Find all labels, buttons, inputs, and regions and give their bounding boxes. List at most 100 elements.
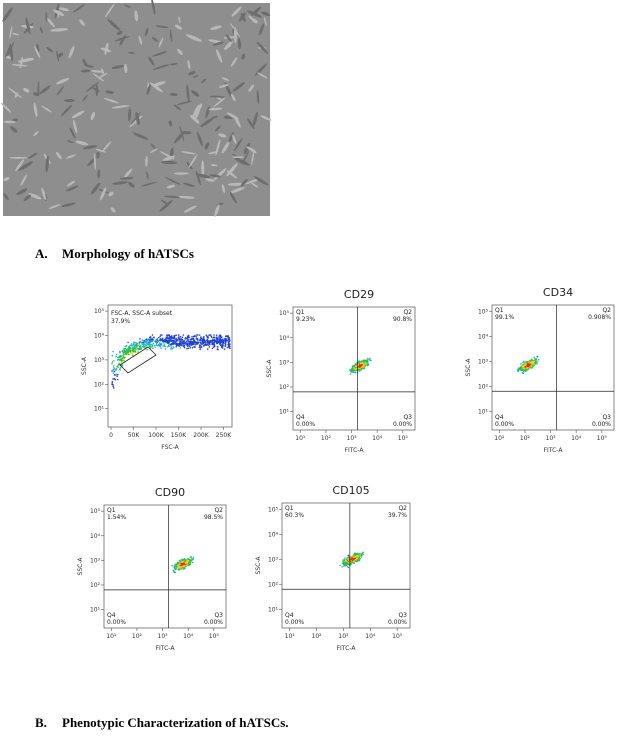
cell bbox=[159, 199, 173, 212]
cell bbox=[18, 57, 35, 63]
event bbox=[194, 343, 197, 346]
cell bbox=[128, 51, 135, 54]
cell bbox=[3, 193, 9, 201]
event bbox=[128, 351, 130, 353]
event bbox=[359, 553, 361, 555]
cell bbox=[209, 95, 225, 98]
event bbox=[359, 369, 361, 372]
event bbox=[174, 571, 176, 574]
event bbox=[190, 556, 192, 558]
event bbox=[113, 377, 116, 380]
cell bbox=[111, 105, 130, 109]
event bbox=[343, 561, 345, 564]
cell bbox=[169, 29, 173, 43]
event bbox=[357, 559, 359, 562]
event bbox=[224, 345, 227, 348]
cell bbox=[56, 50, 59, 62]
y-tick-label: 10⁵ bbox=[90, 508, 101, 515]
event bbox=[218, 341, 220, 343]
cell bbox=[152, 36, 159, 42]
event bbox=[191, 561, 194, 564]
event bbox=[145, 338, 148, 341]
event bbox=[159, 335, 161, 338]
cell bbox=[229, 191, 237, 204]
event bbox=[175, 345, 178, 348]
quadrant-name: Q1 bbox=[285, 505, 294, 512]
event bbox=[187, 339, 189, 342]
event bbox=[339, 564, 341, 567]
event bbox=[119, 368, 121, 370]
event bbox=[207, 339, 209, 342]
cell bbox=[134, 10, 139, 22]
event bbox=[176, 562, 179, 565]
cell bbox=[140, 181, 158, 187]
cell bbox=[151, 0, 156, 15]
event bbox=[202, 338, 205, 340]
cell bbox=[150, 148, 158, 154]
cell bbox=[256, 41, 269, 54]
event bbox=[219, 337, 222, 340]
event bbox=[140, 341, 143, 344]
x-axis-label: FITC-A bbox=[544, 447, 564, 454]
event bbox=[365, 361, 368, 363]
event bbox=[183, 346, 186, 349]
event bbox=[141, 343, 144, 346]
event bbox=[358, 559, 361, 562]
event bbox=[354, 366, 357, 369]
event bbox=[186, 342, 189, 344]
plot-frame bbox=[491, 304, 615, 431]
event bbox=[192, 337, 195, 340]
x-tick-label: 10¹ bbox=[295, 435, 306, 442]
event bbox=[124, 347, 127, 350]
event bbox=[170, 335, 173, 337]
event bbox=[167, 342, 169, 344]
y-tick-label: 10⁴ bbox=[268, 531, 279, 538]
event bbox=[529, 366, 532, 369]
event bbox=[516, 370, 519, 372]
event bbox=[347, 558, 350, 561]
event bbox=[206, 336, 209, 339]
cell bbox=[28, 152, 38, 159]
x-tick-label: 10³ bbox=[338, 633, 349, 640]
event bbox=[172, 343, 175, 345]
cell bbox=[3, 120, 16, 124]
x-axis-label: FITC-A bbox=[345, 447, 365, 454]
quadrant-name: Q4 bbox=[296, 414, 305, 421]
event bbox=[157, 344, 160, 346]
event bbox=[356, 554, 359, 557]
cell bbox=[201, 160, 205, 177]
quadrant-percent: 0.00% bbox=[204, 619, 223, 626]
cell bbox=[91, 70, 103, 73]
cell bbox=[237, 38, 242, 50]
cell bbox=[173, 104, 182, 111]
cell bbox=[246, 10, 262, 18]
event bbox=[119, 351, 121, 354]
event bbox=[152, 345, 154, 348]
event bbox=[212, 338, 214, 340]
quadrant-name: Q1 bbox=[107, 507, 116, 514]
event bbox=[179, 563, 181, 565]
quadrant-percent: 0.00% bbox=[285, 619, 304, 626]
event bbox=[181, 336, 184, 339]
plot-title: CD29 bbox=[344, 288, 374, 301]
event bbox=[169, 336, 171, 339]
event bbox=[194, 346, 196, 348]
cell bbox=[210, 25, 222, 30]
cell bbox=[124, 4, 131, 8]
event bbox=[200, 336, 202, 338]
event bbox=[524, 362, 526, 365]
event bbox=[133, 345, 136, 348]
event bbox=[202, 341, 205, 344]
event bbox=[129, 344, 132, 347]
event bbox=[221, 343, 223, 346]
event bbox=[194, 334, 196, 337]
event bbox=[123, 349, 125, 352]
event bbox=[182, 342, 185, 345]
event bbox=[226, 346, 229, 349]
event bbox=[120, 360, 123, 363]
event bbox=[118, 362, 121, 365]
y-tick-label: 10⁴ bbox=[94, 333, 105, 340]
cell bbox=[103, 98, 120, 104]
y-tick-label: 10⁵ bbox=[279, 310, 290, 317]
cell bbox=[124, 63, 128, 74]
